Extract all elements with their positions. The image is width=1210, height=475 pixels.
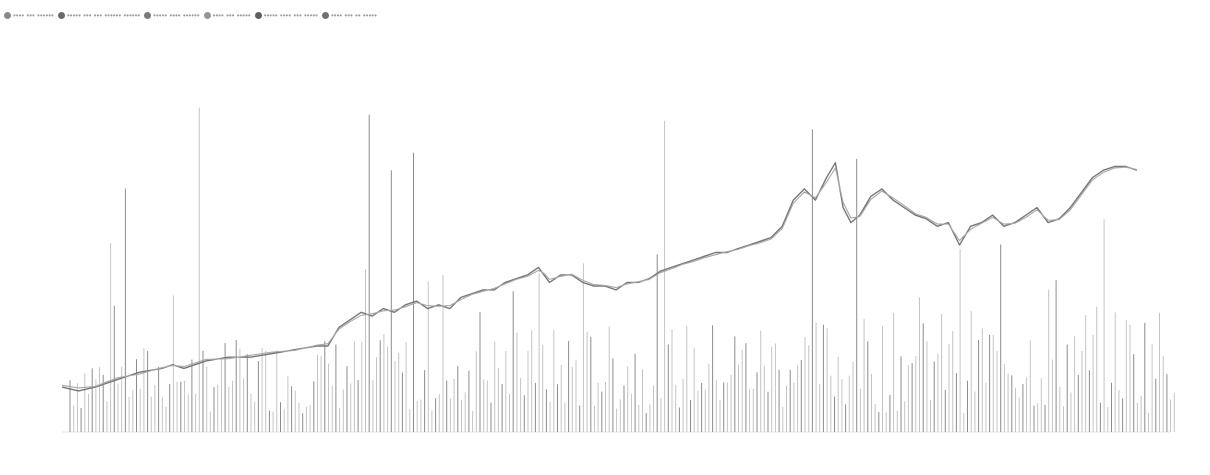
legend-label: ••••• ••• ••• •••••• ••••••: [66, 10, 141, 20]
legend-swatch-icon: [254, 11, 262, 19]
legend-label: ••••• •••• ••••••: [153, 10, 200, 20]
legend-item[interactable]: •••• ••• ••••••: [4, 8, 54, 22]
legend-swatch-icon: [4, 11, 11, 19]
chart-legend: •••• ••• •••••• ••••• ••• ••• •••••• ••••…: [4, 8, 377, 22]
legend-label: •••• ••• •• •••••: [330, 10, 377, 20]
legend-item[interactable]: ••••• •••• ••••••: [144, 8, 200, 22]
legend-swatch-icon: [57, 11, 65, 19]
price-series-line: [61, 166, 1137, 389]
legend-swatch-icon: [321, 11, 329, 19]
legend-swatch-icon: [203, 11, 211, 19]
price-series-line: [61, 162, 1138, 392]
legend-item[interactable]: •••• ••• •••••: [203, 8, 251, 22]
legend-item[interactable]: •••• ••• •• •••••: [321, 8, 377, 22]
legend-label: •••• ••• •••••: [212, 10, 251, 20]
legend-label: ••••• •••• ••• •••••: [263, 10, 318, 20]
legend-swatch-icon: [144, 11, 152, 19]
legend-label: •••• ••• ••••••: [13, 10, 54, 20]
legend-item[interactable]: ••••• ••• ••• •••••• ••••••: [57, 8, 141, 22]
legend-item[interactable]: ••••• •••• ••• •••••: [254, 8, 318, 22]
